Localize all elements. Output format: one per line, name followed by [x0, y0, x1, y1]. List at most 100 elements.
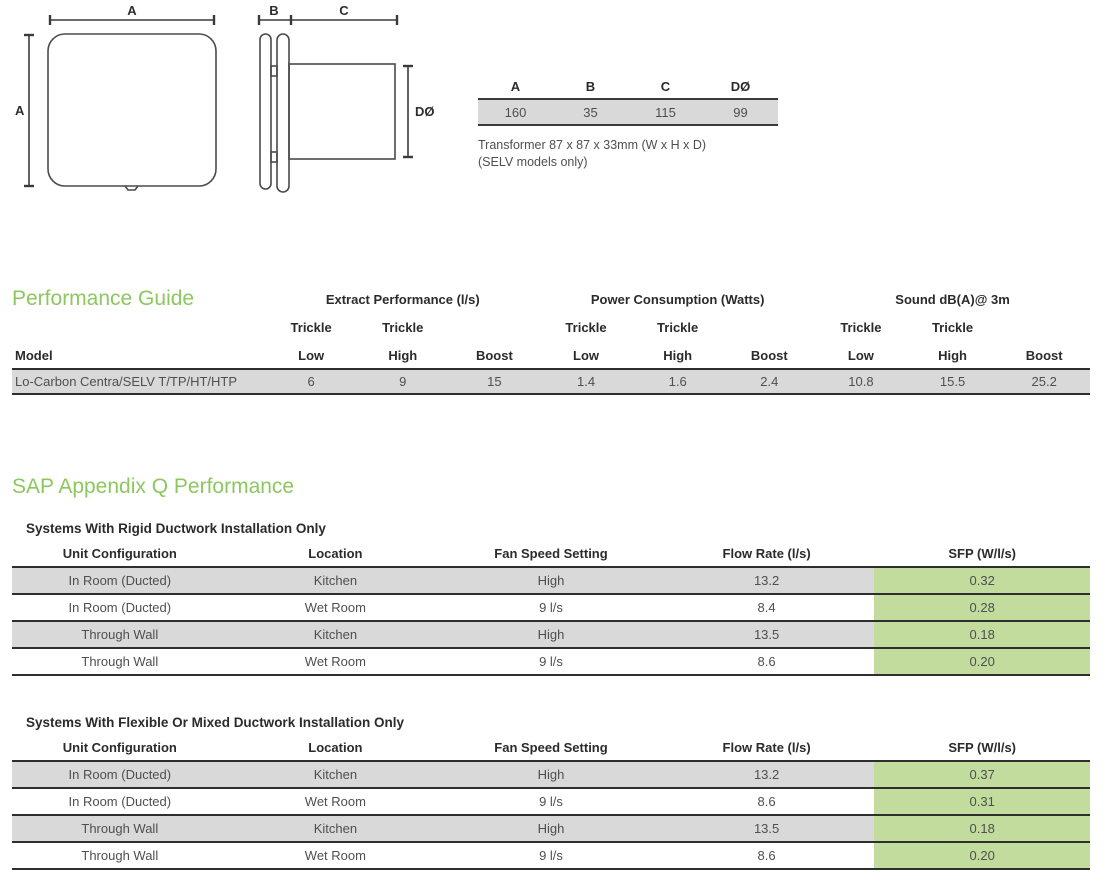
fan-speed-cell: High: [443, 622, 659, 647]
location-cell: Kitchen: [227, 622, 444, 647]
header-location: Location: [308, 546, 363, 561]
performance-guide-header-row: Model Low High Boost Low High Boost Low …: [12, 341, 1090, 368]
unit-configuration-cell: Through Wall: [81, 848, 159, 863]
fan-speed-cell: High: [443, 568, 659, 593]
trickle-label: Trickle: [657, 320, 699, 335]
sfp-cell: 0.20: [874, 649, 1090, 674]
dim-col-d: DØ: [730, 79, 751, 94]
header-unit-configuration: Unit Configuration: [62, 546, 177, 561]
flow-rate-cell: 8.6: [757, 848, 776, 863]
dimensions-table-values: 160 35 115 99: [478, 100, 778, 126]
flow-rate-cell: 13.2: [658, 568, 875, 593]
fan-front-outline: [47, 33, 217, 187]
product-dimension-diagram: A A B C DØ: [15, 4, 435, 193]
flow-rate-cell: 13.2: [658, 762, 875, 787]
performance-guide-data-row: Lo-Carbon Centra/SELV T/TP/HT/HTP 6 9 15…: [12, 368, 1090, 395]
performance-guide-section: Performance Guide Extract Performance (l…: [12, 284, 1090, 395]
rigid-ductwork-table: Unit Configuration Location Fan Speed Se…: [12, 543, 1090, 676]
table-row: Through Wall Kitchen High 13.5 0.18: [12, 622, 1090, 649]
model-name: Lo-Carbon Centra/SELV T/TP/HT/HTP: [15, 374, 238, 389]
header-sfp: SFP (W/l/s): [948, 546, 1017, 561]
header-fan-speed: Fan Speed Setting: [494, 546, 608, 561]
trickle-label: Trickle: [931, 320, 974, 335]
flow-rate-cell: 13.5: [658, 622, 875, 647]
dim-label-a-height: A: [15, 103, 25, 118]
sound-trickle-high: 15.5: [939, 374, 966, 389]
unit-configuration-cell: Through Wall: [12, 622, 228, 647]
flow-rate-cell: 13.5: [658, 816, 875, 841]
fan-speed-cell: 9 l/s: [539, 654, 563, 669]
dim-label-b: B: [269, 4, 278, 18]
trickle-label: Trickle: [290, 320, 332, 335]
unit-configuration-cell: In Room (Ducted): [12, 568, 228, 593]
col-low: Low: [298, 348, 325, 363]
sfp-cell: 0.37: [874, 762, 1090, 787]
rigid-ductwork-subtitle: Systems With Rigid Ductwork Installation…: [26, 521, 326, 536]
col-high: High: [938, 348, 967, 363]
transformer-note-line2: (SELV models only): [478, 154, 588, 169]
location-cell: Kitchen: [227, 568, 444, 593]
col-boost: Boost: [1025, 348, 1063, 363]
fan-connector-bottom: [270, 151, 278, 163]
col-high: High: [388, 348, 418, 363]
sfp-cell: 0.18: [874, 816, 1090, 841]
flexible-ductwork-table: Unit Configuration Location Fan Speed Se…: [12, 737, 1090, 870]
table-row: In Room (Ducted) Wet Room 9 l/s 8.6 0.31: [12, 789, 1090, 816]
power-boost: 2.4: [760, 374, 779, 389]
extract-boost: 15: [487, 374, 502, 389]
sound-trickle-low: 10.8: [848, 374, 874, 389]
sfp-cell: 0.18: [874, 622, 1090, 647]
col-high: High: [663, 348, 693, 363]
dim-col-c: C: [660, 79, 671, 94]
location-cell: Wet Room: [304, 600, 366, 615]
fan-body-side: [276, 33, 290, 193]
table-row: Through Wall Wet Room 9 l/s 8.6 0.20: [12, 843, 1090, 870]
sfp-cell: 0.20: [874, 843, 1090, 868]
dim-label-a-width: A: [127, 4, 137, 18]
col-boost: Boost: [475, 348, 513, 363]
dim-col-b: B: [585, 79, 596, 94]
col-boost: Boost: [750, 348, 788, 363]
fan-speed-cell: 9 l/s: [539, 600, 563, 615]
unit-configuration-cell: Through Wall: [12, 816, 228, 841]
unit-configuration-cell: In Room (Ducted): [12, 762, 228, 787]
performance-guide-title: Performance Guide: [12, 287, 195, 310]
transformer-note: Transformer 87 x 87 x 33mm (W x H x D) (…: [478, 137, 778, 171]
performance-guide-trickle-row: Trickle Trickle Trickle Trickle Trickle …: [12, 314, 1090, 341]
power-trickle-low: 1.4: [576, 374, 596, 389]
sound-boost: 25.2: [1031, 374, 1057, 389]
table-row: Through Wall Wet Room 9 l/s 8.6 0.20: [12, 649, 1090, 676]
performance-guide-group-row: Performance Guide Extract Performance (l…: [12, 284, 1090, 314]
header-fan-speed: Fan Speed Setting: [494, 740, 608, 755]
sfp-cell: 0.31: [874, 789, 1090, 814]
dim-value-c: 115: [655, 104, 676, 120]
model-header: Model: [15, 348, 53, 363]
dim-value-b: 35: [583, 104, 598, 120]
sfp-cell: 0.28: [874, 595, 1090, 620]
location-cell: Wet Room: [304, 654, 366, 669]
location-cell: Wet Room: [304, 794, 366, 809]
group-sound: Sound dB(A)@ 3m: [895, 291, 1010, 307]
location-cell: Kitchen: [227, 816, 444, 841]
table-row: In Room (Ducted) Wet Room 9 l/s 8.4 0.28: [12, 595, 1090, 622]
extract-trickle-low: 6: [307, 374, 315, 389]
unit-configuration-cell: Through Wall: [81, 654, 159, 669]
flow-rate-cell: 8.6: [757, 654, 776, 669]
header-flow-rate: Flow Rate (l/s): [722, 740, 811, 755]
dimensions-table-header: A B C DØ: [478, 76, 778, 100]
flow-rate-cell: 8.6: [757, 794, 776, 809]
table-row: Through Wall Kitchen High 13.5 0.18: [12, 816, 1090, 843]
table-header-row: Unit Configuration Location Fan Speed Se…: [12, 737, 1090, 762]
unit-configuration-cell: In Room (Ducted): [68, 600, 172, 615]
dimension-lines: [24, 15, 413, 188]
fan-duct-outline: [288, 63, 396, 160]
dim-value-d: 99: [733, 104, 748, 120]
fan-connector-top: [270, 65, 278, 77]
dim-value-a: 160: [504, 104, 527, 120]
unit-configuration-cell: In Room (Ducted): [68, 794, 172, 809]
header-location: Location: [308, 740, 363, 755]
extract-trickle-high: 9: [399, 374, 407, 389]
header-unit-configuration: Unit Configuration: [62, 740, 177, 755]
fan-speed-cell: 9 l/s: [539, 848, 563, 863]
